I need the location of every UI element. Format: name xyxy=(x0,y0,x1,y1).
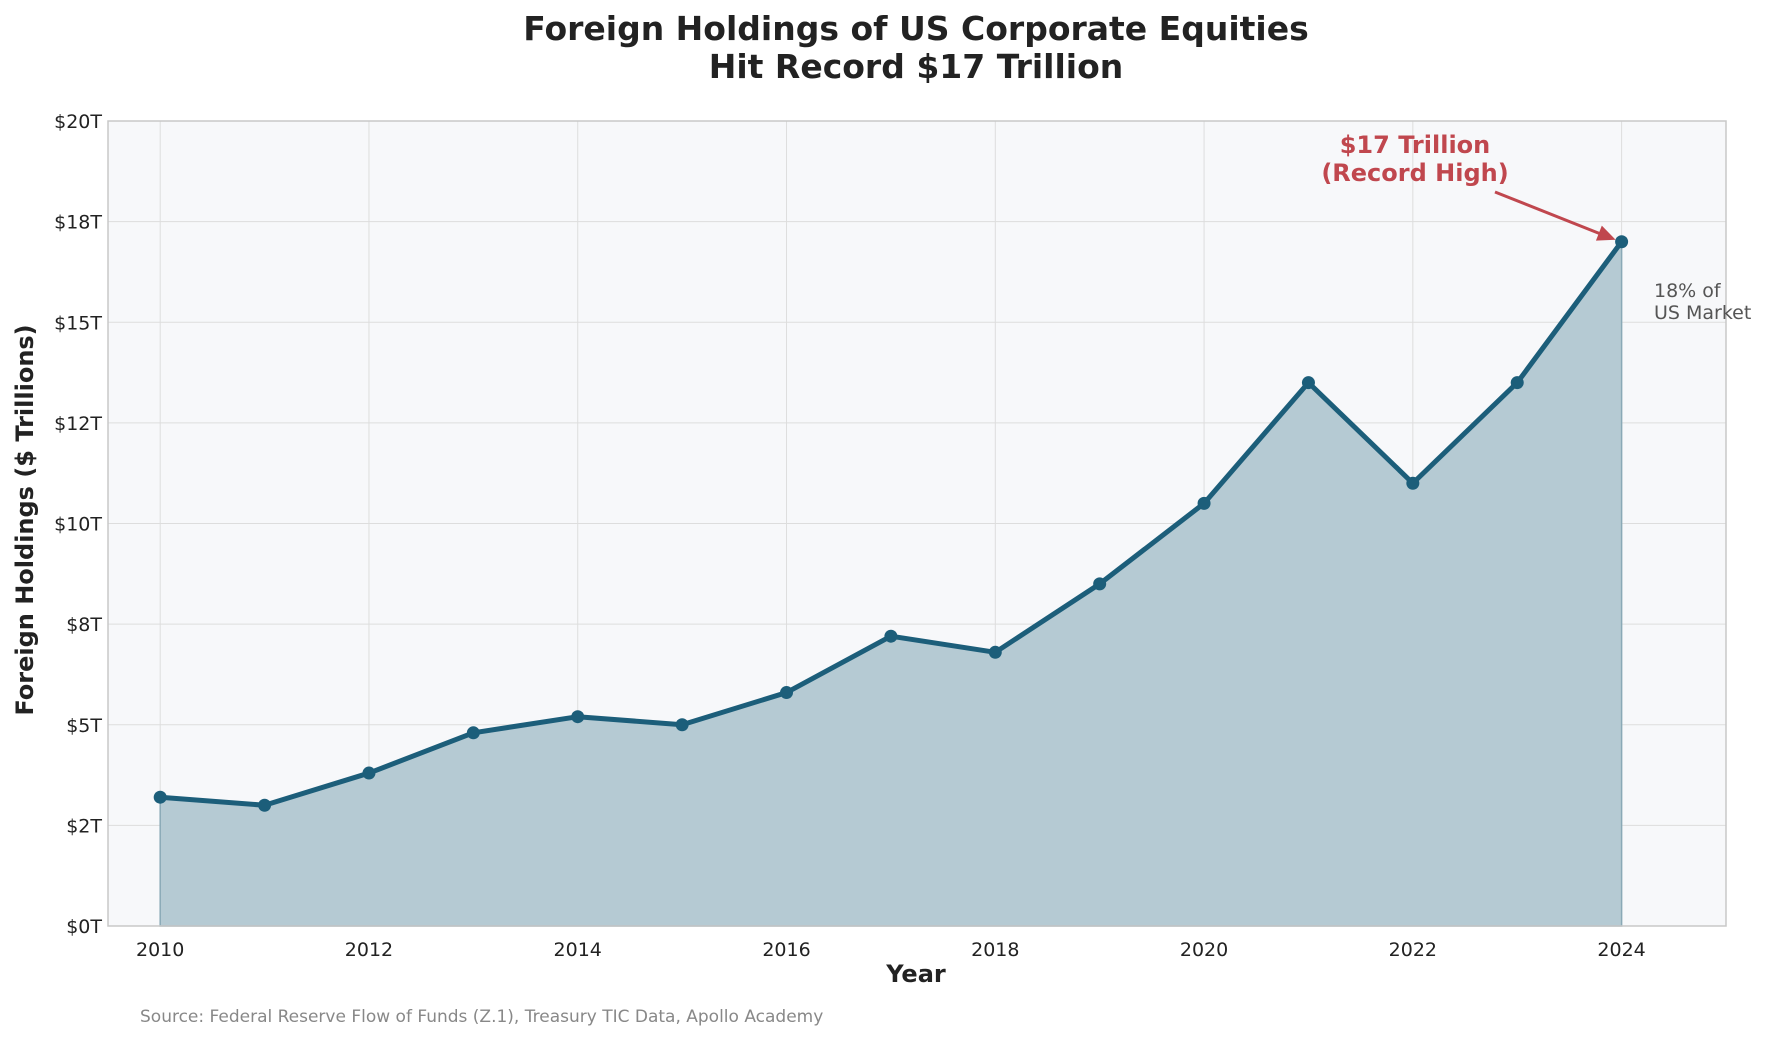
plot-frame xyxy=(107,120,1727,927)
y-tick-label: $18T xyxy=(54,212,102,234)
data-point-2010 xyxy=(153,790,167,804)
side-note-line-1: 18% of xyxy=(1654,280,1722,302)
data-point-2018 xyxy=(988,645,1002,659)
y-tick-label: $12T xyxy=(54,413,102,435)
y-tick-label: $20T xyxy=(54,111,102,133)
y-tick-label: $15T xyxy=(54,312,102,334)
data-point-2011 xyxy=(258,798,272,812)
data-point-2023 xyxy=(1510,376,1524,390)
data-point-2022 xyxy=(1406,476,1420,490)
x-tick-label: 2014 xyxy=(554,939,602,961)
data-point-2019 xyxy=(1093,577,1107,591)
y-axis-label: Foreign Holdings ($ Trillions) xyxy=(11,324,39,715)
annotation-line-1: $17 Trillion xyxy=(1340,131,1491,159)
data-point-2021 xyxy=(1301,376,1315,390)
data-point-2020 xyxy=(1197,496,1211,510)
x-tick-label: 2016 xyxy=(762,939,810,961)
annotation-arrowhead xyxy=(1595,225,1616,241)
data-point-2017 xyxy=(884,629,898,643)
side-note-line-2: US Market xyxy=(1654,302,1751,324)
data-point-2024 xyxy=(1615,235,1629,249)
chart-title-line-1: Foreign Holdings of US Corporate Equitie… xyxy=(523,9,1309,48)
data-point-2014 xyxy=(571,710,585,724)
data-points xyxy=(153,235,1629,812)
chart-title-line-2: Hit Record $17 Trillion xyxy=(709,47,1124,86)
data-point-2016 xyxy=(780,686,794,700)
x-axis-label: Year xyxy=(885,960,946,988)
x-tick-labels: 2010 2012 2014 2016 2018 2020 2022 2024 xyxy=(136,939,1646,961)
y-tick-label: $2T xyxy=(66,815,102,837)
x-tick-label: 2020 xyxy=(1180,939,1228,961)
y-tick-label: $5T xyxy=(66,715,102,737)
x-tick-label: 2022 xyxy=(1389,939,1437,961)
x-tick-label: 2010 xyxy=(136,939,184,961)
data-point-2013 xyxy=(466,726,480,740)
y-tick-label: $0T xyxy=(66,916,102,938)
annotation-arrow xyxy=(1494,190,1609,239)
x-tick-label: 2018 xyxy=(971,939,1019,961)
data-point-2015 xyxy=(675,718,689,732)
source-note: Source: Federal Reserve Flow of Funds (Z… xyxy=(140,1007,823,1027)
data-point-2012 xyxy=(362,766,376,780)
x-tick-label: 2024 xyxy=(1597,939,1645,961)
y-tick-label: $8T xyxy=(66,614,102,636)
y-tick-labels: $0T $2T $5T $8T $10T $12T $15T $18T $20T xyxy=(54,111,102,938)
y-tick-label: $10T xyxy=(54,514,102,536)
annotation-line-2: (Record High) xyxy=(1321,159,1508,187)
x-tick-label: 2012 xyxy=(345,939,393,961)
